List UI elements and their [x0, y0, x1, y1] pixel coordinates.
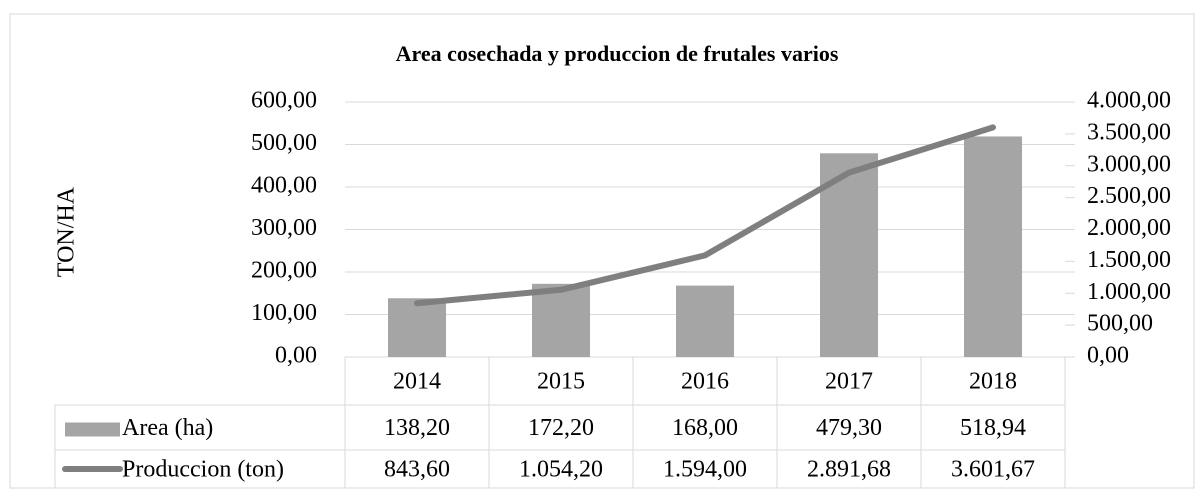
- line: [414, 124, 996, 307]
- x-tick-label: 2015: [537, 369, 585, 395]
- y-tick-label: 400,00: [251, 173, 317, 199]
- y2-tick-label: 500,00: [1087, 311, 1153, 337]
- table-value: 1.054,20: [519, 457, 603, 483]
- y2-tick-label: 0,00: [1087, 343, 1129, 369]
- y2-tick-label: 2.000,00: [1087, 215, 1171, 241]
- table-value: 843,60: [384, 457, 450, 483]
- y2-tick-label: 4.000,00: [1087, 88, 1171, 114]
- x-tick-label: 2017: [825, 369, 873, 395]
- table-value: 172,20: [528, 415, 594, 441]
- bar: [964, 136, 1022, 357]
- legend-label: Produccion (ton): [122, 457, 284, 483]
- x-tick-label: 2014: [393, 369, 441, 395]
- y2-tick-label: 2.500,00: [1087, 183, 1171, 209]
- y-tick-label: 300,00: [251, 215, 317, 241]
- bar: [388, 298, 446, 357]
- bar: [532, 283, 590, 357]
- y-tick-label: 100,00: [251, 300, 317, 326]
- y2-tick-label: 3.500,00: [1087, 119, 1171, 145]
- table-value: 1.594,00: [663, 457, 747, 483]
- y2-tick-label: 3.000,00: [1087, 151, 1171, 177]
- table-value: 479,30: [816, 415, 882, 441]
- y-tick-label: 500,00: [251, 130, 317, 156]
- x-tick-label: 2018: [969, 369, 1017, 395]
- legend-label: Area (ha): [122, 415, 213, 441]
- table-value: 3.601,67: [951, 457, 1035, 483]
- y2-tick-label: 1.000,00: [1087, 279, 1171, 305]
- table-value: 2.891,68: [807, 457, 891, 483]
- y-axis-title: TON/HA: [54, 186, 80, 277]
- x-tick-label: 2016: [681, 369, 729, 395]
- bar: [820, 153, 878, 357]
- chart-title: Area cosechada y produccion de frutales …: [396, 41, 839, 66]
- y-tick-label: 200,00: [251, 258, 317, 284]
- bar: [676, 285, 734, 357]
- y2-tick-label: 1.500,00: [1087, 247, 1171, 273]
- y-tick-label: 600,00: [251, 88, 317, 114]
- y-tick-label: 0,00: [275, 343, 317, 369]
- table-value: 168,00: [672, 415, 738, 441]
- table-value: 138,20: [384, 415, 450, 441]
- legend-key: [65, 422, 120, 437]
- table-value: 518,94: [960, 415, 1026, 441]
